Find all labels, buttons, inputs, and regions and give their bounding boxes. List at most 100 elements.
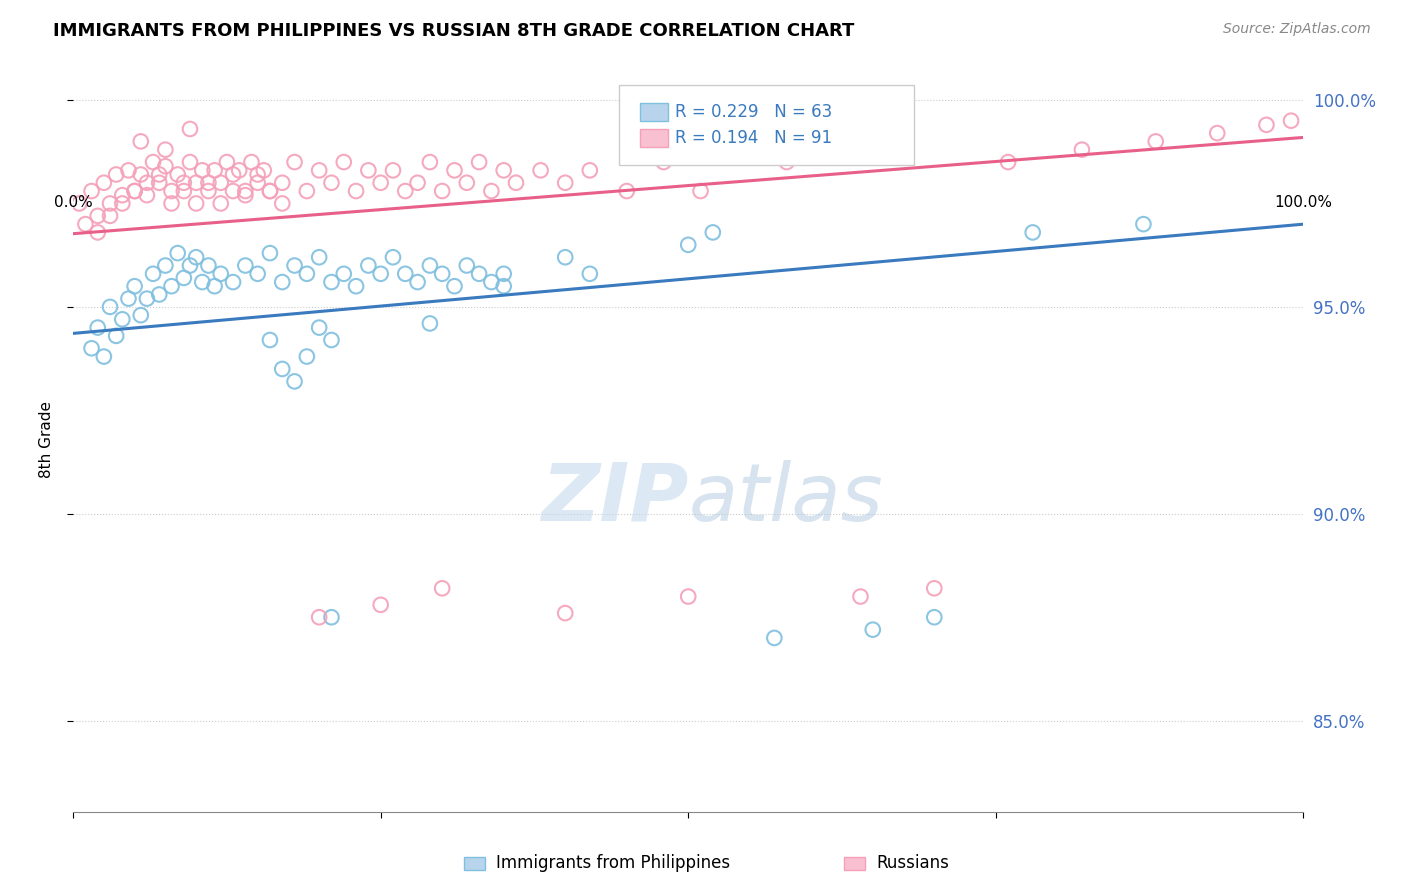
Point: [862, 623, 884, 637]
Point: [93, 350, 115, 364]
Point: [702, 226, 724, 240]
Point: [295, 350, 318, 364]
Point: [295, 267, 318, 281]
Point: [191, 163, 214, 178]
Point: [186, 176, 208, 190]
Point: [135, 188, 157, 202]
Point: [215, 155, 238, 169]
Point: [148, 176, 170, 190]
Point: [142, 267, 165, 281]
Point: [179, 259, 201, 273]
Point: [308, 610, 330, 624]
Point: [308, 250, 330, 264]
Point: [430, 267, 453, 281]
Point: [308, 320, 330, 334]
Point: [67, 196, 90, 211]
Point: [468, 267, 491, 281]
Point: [197, 184, 219, 198]
Point: [87, 320, 110, 334]
Point: [93, 176, 115, 190]
Text: IMMIGRANTS FROM PHILIPPINES VS RUSSIAN 8TH GRADE CORRELATION CHART: IMMIGRANTS FROM PHILIPPINES VS RUSSIAN 8…: [53, 22, 855, 40]
Point: [271, 275, 294, 289]
Point: [259, 333, 281, 347]
Point: [87, 209, 110, 223]
Point: [271, 176, 294, 190]
Point: [284, 375, 307, 389]
Point: [456, 259, 478, 273]
Point: [763, 631, 786, 645]
Point: [430, 184, 453, 198]
Point: [468, 155, 491, 169]
Point: [142, 155, 165, 169]
Text: Source: ZipAtlas.com: Source: ZipAtlas.com: [1223, 22, 1371, 37]
Point: [776, 155, 799, 169]
Point: [578, 267, 600, 281]
Point: [481, 275, 503, 289]
Point: [179, 155, 201, 169]
Point: [197, 176, 219, 190]
Point: [186, 196, 208, 211]
Point: [616, 184, 638, 198]
Point: [357, 259, 380, 273]
Point: [492, 279, 515, 293]
Point: [554, 250, 576, 264]
Point: [160, 196, 183, 211]
Point: [233, 184, 257, 198]
Point: [179, 122, 201, 136]
Point: [529, 163, 551, 178]
Point: [997, 155, 1019, 169]
Point: [160, 279, 183, 293]
Y-axis label: 8th Grade: 8th Grade: [39, 401, 55, 478]
Point: [1256, 118, 1278, 132]
Point: [155, 143, 177, 157]
Point: [321, 333, 343, 347]
Text: R = 0.229   N = 63: R = 0.229 N = 63: [675, 103, 832, 121]
Point: [155, 159, 177, 173]
Point: [456, 176, 478, 190]
Point: [246, 176, 269, 190]
Text: ZIP: ZIP: [541, 460, 689, 538]
Point: [505, 176, 527, 190]
Point: [186, 250, 208, 264]
Point: [419, 155, 441, 169]
Point: [295, 184, 318, 198]
Point: [148, 287, 170, 301]
Text: Immigrants from Philippines: Immigrants from Philippines: [496, 855, 731, 872]
Point: [80, 341, 103, 355]
Point: [271, 196, 294, 211]
Point: [554, 606, 576, 620]
Point: [204, 279, 226, 293]
Point: [321, 275, 343, 289]
Point: [1071, 143, 1094, 157]
Point: [1144, 134, 1167, 148]
Point: [111, 196, 134, 211]
Point: [191, 275, 214, 289]
Point: [240, 155, 263, 169]
Point: [233, 259, 257, 273]
Point: [849, 590, 872, 604]
Text: R = 0.194   N = 91: R = 0.194 N = 91: [675, 129, 832, 147]
Text: 100.0%: 100.0%: [1274, 195, 1333, 210]
Point: [678, 237, 700, 252]
Point: [160, 184, 183, 198]
Point: [129, 168, 152, 182]
Point: [370, 598, 392, 612]
Point: [333, 267, 356, 281]
Point: [406, 275, 429, 289]
Point: [166, 246, 188, 260]
Point: [98, 209, 121, 223]
Point: [98, 196, 121, 211]
Point: [381, 250, 405, 264]
Point: [344, 184, 367, 198]
Point: [124, 184, 146, 198]
Point: [370, 267, 392, 281]
Point: [124, 279, 146, 293]
Text: Russians: Russians: [876, 855, 949, 872]
Point: [922, 610, 945, 624]
Point: [394, 267, 416, 281]
Point: [652, 155, 675, 169]
Point: [80, 184, 103, 198]
Point: [166, 168, 188, 182]
Point: [155, 259, 177, 273]
Point: [357, 163, 380, 178]
